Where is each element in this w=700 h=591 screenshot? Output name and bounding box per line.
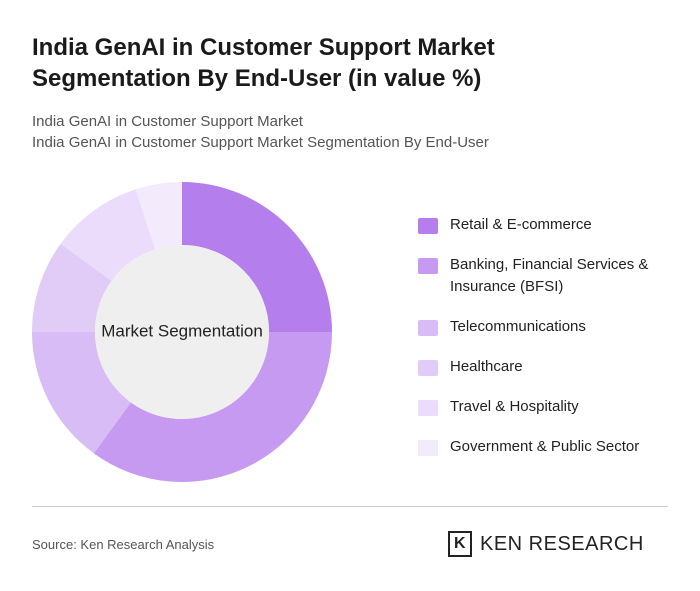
brand-logo: K KEN RESEARCH [448,531,644,557]
subtitle: India GenAI in Customer Support Market [32,113,303,130]
legend-item: Retail & E-commerce [418,214,668,236]
subtitle: India GenAI in Customer Support Market S… [32,134,489,151]
legend-item: Healthcare [418,356,668,378]
pie-slice [60,189,156,281]
legend-item: Telecommunications [418,316,668,338]
legend-swatch [418,258,438,274]
divider [32,506,668,507]
legend-swatch [418,440,438,456]
legend: Retail & E-commerce Banking, Financial Se… [418,214,668,476]
legend-swatch [418,320,438,336]
brand-name: KEN RESEARCH [480,532,644,555]
chart: Market Segmentation [32,182,332,482]
pie-slice [32,243,112,332]
chart-title: India GenAI in Customer Support Market S… [32,34,495,92]
source: Source: Ken Research Analysis [32,537,215,552]
center-label: Market Segmentation [101,321,263,340]
pie-slice [135,182,182,250]
legend-label: Travel & Hospitality [450,398,579,415]
legend-item: Banking, Financial Services & Insurance … [418,254,668,298]
legend-item: Government & Public Sector [418,436,668,458]
legend-label: Healthcare [450,358,523,375]
legend-label: Retail & E-commerce [450,216,592,233]
legend-label: Government & Public Sector [450,438,640,455]
pie-slice [182,182,332,332]
legend-label: Banking, Financial Services & Insurance … [450,256,649,295]
legend-label: Telecommunications [450,318,586,335]
legend-swatch [418,360,438,376]
legend-swatch [418,218,438,234]
pie-slice [93,332,332,482]
donut-hole [95,245,269,419]
legend-swatch [418,400,438,416]
pie-slice [32,332,131,454]
logo-icon: K [448,531,472,557]
legend-item: Travel & Hospitality [418,396,668,418]
